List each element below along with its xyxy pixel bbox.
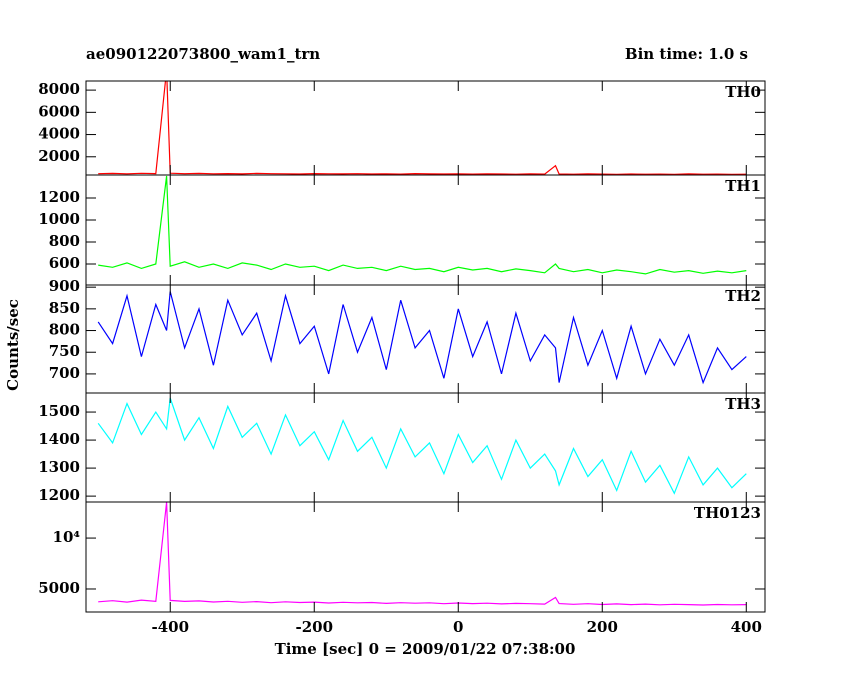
y-tick-label: 1300 bbox=[38, 458, 80, 476]
y-tick-label: 800 bbox=[49, 232, 80, 250]
chart-title: ae090122073800_wam1_trn bbox=[86, 45, 320, 63]
y-tick-label: 1500 bbox=[38, 402, 80, 420]
panel-label: TH3 bbox=[725, 395, 761, 413]
y-tick-label: 900 bbox=[49, 277, 80, 295]
y-tick-label: 1400 bbox=[38, 430, 80, 448]
y-tick-label: 2000 bbox=[38, 147, 80, 165]
y-tick-label: 600 bbox=[49, 254, 80, 272]
light-curve bbox=[98, 502, 747, 606]
panel-frame bbox=[85, 501, 766, 613]
y-tick-label: 8000 bbox=[38, 80, 80, 98]
x-tick-label: 200 bbox=[587, 618, 618, 636]
y-tick-label: 800 bbox=[49, 321, 80, 339]
light-curve bbox=[98, 175, 747, 275]
x-tick-label: 0 bbox=[453, 618, 463, 636]
panel-label: TH0123 bbox=[694, 504, 761, 522]
x-axis-label: Time [sec] 0 = 2009/01/22 07:38:00 bbox=[275, 640, 576, 658]
panel-label: TH1 bbox=[725, 177, 761, 195]
light-curve bbox=[97, 291, 747, 385]
y-tick-label: 750 bbox=[49, 342, 80, 360]
x-tick-label: 400 bbox=[731, 618, 762, 636]
y-tick-label: 5000 bbox=[38, 579, 80, 597]
x-tick-label: -200 bbox=[295, 618, 333, 636]
light-curve bbox=[98, 81, 747, 175]
light-curve bbox=[97, 397, 747, 495]
y-tick-label: 1000 bbox=[38, 210, 80, 228]
x-tick-label: -400 bbox=[151, 618, 189, 636]
bin-time: Bin time: 1.0 s bbox=[625, 45, 748, 63]
y-tick-label: 4000 bbox=[38, 125, 80, 143]
y-tick-label: 1200 bbox=[38, 188, 80, 206]
y-tick-label: 700 bbox=[49, 364, 80, 382]
y-axis-label: Counts/sec bbox=[4, 299, 22, 391]
y-tick-label: 10⁴ bbox=[53, 528, 81, 546]
y-tick-label: 6000 bbox=[38, 102, 80, 120]
panel-frame bbox=[85, 80, 766, 176]
y-tick-label: 1200 bbox=[38, 486, 80, 504]
panel-label: TH2 bbox=[725, 287, 761, 305]
panel-label: TH0 bbox=[725, 83, 761, 101]
y-tick-label: 850 bbox=[49, 299, 80, 317]
